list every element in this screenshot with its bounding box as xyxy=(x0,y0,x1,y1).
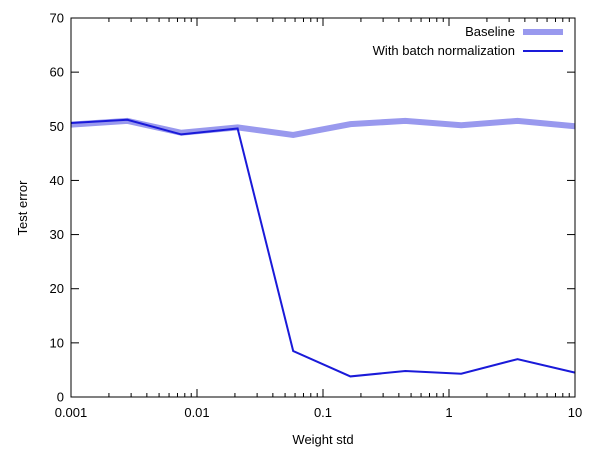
y-tick-label: 50 xyxy=(50,119,64,134)
y-tick-label: 10 xyxy=(50,335,64,350)
y-axis-title: Test error xyxy=(15,180,30,236)
x-tick-label: 0.001 xyxy=(55,405,88,420)
y-tick-label: 60 xyxy=(50,65,64,80)
y-tick-label: 70 xyxy=(50,11,64,26)
x-tick-label: 0.1 xyxy=(314,405,332,420)
y-tick-label: 20 xyxy=(50,281,64,296)
y-tick-label: 0 xyxy=(57,390,64,405)
x-tick-label: 1 xyxy=(445,405,452,420)
x-tick-label: 0.01 xyxy=(184,405,209,420)
x-axis-title: Weight std xyxy=(292,432,353,447)
legend-label-baseline: Baseline xyxy=(465,24,515,39)
y-tick-label: 30 xyxy=(50,227,64,242)
legend-label-batch-normalization: With batch normalization xyxy=(373,43,515,58)
y-tick-label: 40 xyxy=(50,173,64,188)
x-tick-label: 10 xyxy=(568,405,582,420)
